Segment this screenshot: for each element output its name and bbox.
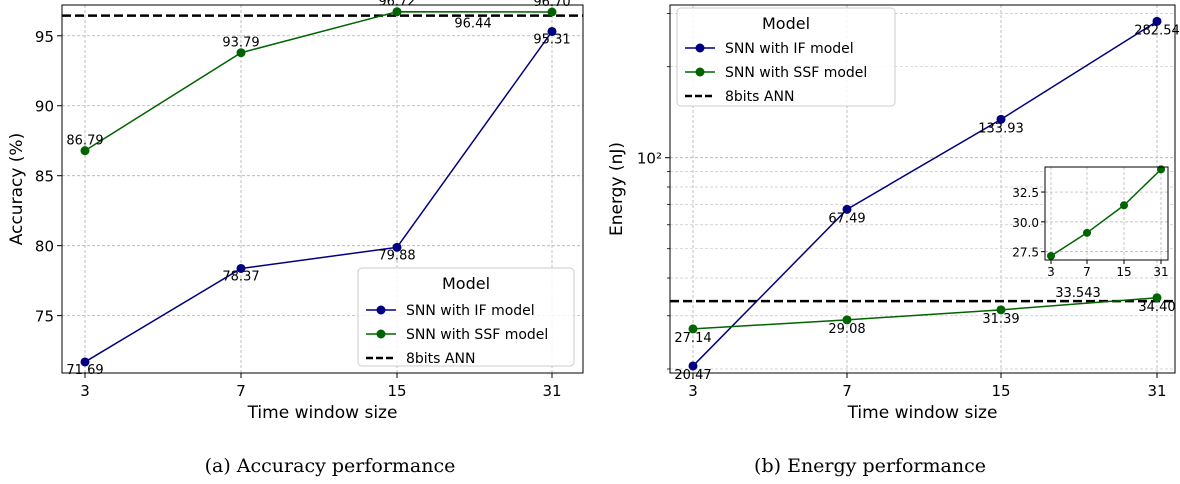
data-point-b bbox=[996, 114, 1006, 124]
y-axis-label-a: Accuracy (%) bbox=[7, 133, 27, 245]
data-label-b: 29.08 bbox=[828, 322, 865, 337]
data-label-b: 282.54 bbox=[1134, 23, 1180, 38]
data-label-b: 34.40 bbox=[1138, 300, 1175, 315]
x-tick-label-b: 3 bbox=[688, 382, 698, 400]
inset-data-point bbox=[1083, 228, 1091, 237]
x-tick-label-b: 15 bbox=[991, 382, 1010, 400]
data-point-b bbox=[996, 305, 1006, 315]
legend-marker-a bbox=[376, 329, 386, 339]
inset-data-point bbox=[1120, 201, 1128, 210]
data-label-b: 20.47 bbox=[674, 368, 711, 383]
series-line-b-0 bbox=[692, 20, 1158, 367]
legend-entry-b: SNN with IF model bbox=[725, 41, 854, 57]
plot-frame-a bbox=[61, 4, 584, 374]
data-label-b: 31.39 bbox=[982, 312, 1019, 327]
inset-frame bbox=[1044, 166, 1169, 261]
x-axis-label-b: Time window size bbox=[847, 403, 998, 423]
legend-box-b bbox=[676, 7, 896, 107]
inset-y-tick-label: 30.0 bbox=[1012, 216, 1039, 230]
legend-entry-ref-a: 8bits ANN bbox=[406, 351, 475, 367]
legend-marker-a bbox=[376, 305, 386, 315]
data-label-a: 78.37 bbox=[222, 269, 259, 284]
inset-x-tick-label: 15 bbox=[1116, 265, 1131, 279]
series-line-a-1 bbox=[84, 10, 553, 152]
inset-x-tick-label: 31 bbox=[1153, 265, 1168, 279]
legend-box-a bbox=[357, 267, 575, 367]
data-label-a: 86.79 bbox=[66, 134, 103, 149]
data-point-a bbox=[236, 48, 246, 58]
caption-b: (b) Energy performance bbox=[754, 455, 986, 477]
legend-entry-ref-b: 8bits ANN bbox=[725, 89, 794, 105]
data-point-b bbox=[1152, 16, 1162, 26]
data-label-a: 95.31 bbox=[533, 32, 570, 47]
x-tick-label-a: 31 bbox=[542, 382, 561, 400]
y-tick-label-a: 95 bbox=[35, 28, 54, 46]
data-point-b bbox=[688, 361, 698, 371]
inset-x-tick-label: 7 bbox=[1083, 265, 1091, 279]
data-point-b bbox=[842, 315, 852, 325]
legend-marker-b bbox=[695, 67, 705, 77]
legend-title-b: Model bbox=[762, 14, 810, 33]
data-point-b bbox=[1152, 293, 1162, 303]
x-axis-label-a: Time window size bbox=[247, 403, 398, 423]
data-label-b: 27.14 bbox=[674, 331, 711, 346]
series-line-b-1 bbox=[692, 297, 1158, 330]
data-point-a bbox=[392, 7, 402, 17]
data-point-b bbox=[842, 204, 852, 214]
data-label-b: 133.93 bbox=[978, 121, 1024, 136]
x-tick-label-a: 15 bbox=[387, 382, 406, 400]
data-point-a bbox=[236, 263, 246, 273]
legend-marker-b bbox=[695, 43, 705, 53]
data-point-a bbox=[547, 26, 557, 36]
reference-label-a: 96.44 bbox=[454, 17, 491, 32]
legend-entry-a: SNN with SSF model bbox=[406, 327, 548, 343]
data-label-a: 93.79 bbox=[222, 36, 259, 51]
x-tick-label-a: 7 bbox=[236, 382, 246, 400]
x-tick-label-a: 3 bbox=[80, 382, 90, 400]
data-point-a bbox=[547, 7, 557, 17]
inset-y-tick-label: 32.5 bbox=[1012, 186, 1039, 200]
legend-title-a: Model bbox=[442, 274, 490, 293]
y-tick-label-a: 90 bbox=[35, 98, 54, 116]
inset-series-line bbox=[1050, 168, 1162, 257]
y-tick-label-b: 10² bbox=[637, 150, 662, 168]
data-point-a bbox=[392, 242, 402, 252]
inset-data-point bbox=[1047, 251, 1055, 260]
inset-y-tick-label: 27.5 bbox=[1012, 246, 1039, 260]
data-point-b bbox=[688, 324, 698, 334]
legend-entry-b: SNN with SSF model bbox=[725, 65, 867, 81]
inset-x-tick-label: 3 bbox=[1047, 265, 1055, 279]
data-point-a bbox=[80, 357, 90, 367]
data-point-a bbox=[80, 146, 90, 156]
y-tick-label-a: 80 bbox=[35, 238, 54, 256]
series-line-a-0 bbox=[84, 31, 553, 363]
caption-a: (a) Accuracy performance bbox=[204, 455, 456, 477]
x-tick-label-b: 7 bbox=[842, 382, 852, 400]
reference-label-b: 33.543 bbox=[1055, 286, 1101, 301]
legend-entry-a: SNN with IF model bbox=[406, 303, 535, 319]
data-label-a: 71.69 bbox=[66, 363, 103, 378]
y-tick-label-a: 85 bbox=[35, 168, 54, 186]
y-axis-label-b: Energy (nJ) bbox=[607, 142, 627, 236]
data-label-a: 79.88 bbox=[378, 248, 415, 263]
data-label-b: 67.49 bbox=[828, 211, 865, 226]
plot-frame-b bbox=[669, 4, 1176, 374]
x-tick-label-b: 31 bbox=[1147, 382, 1166, 400]
y-tick-label-a: 75 bbox=[35, 308, 54, 326]
